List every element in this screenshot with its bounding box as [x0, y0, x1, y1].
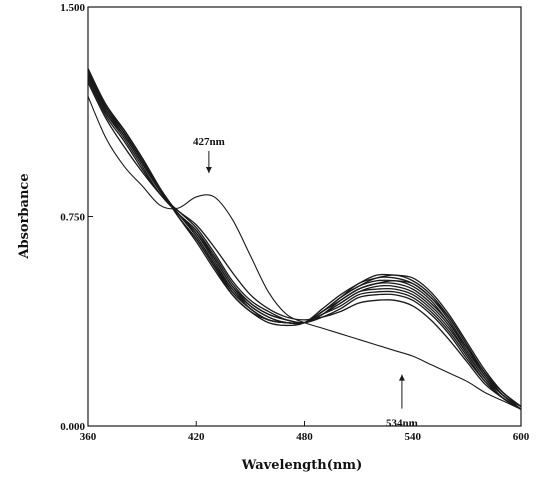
x-tick-label: 540	[405, 431, 422, 443]
y-tick-label: 1.500	[60, 2, 85, 14]
spectrum-line-7	[87, 73, 522, 410]
x-tick-label: 600	[513, 431, 530, 443]
annotation-label: 427nm	[193, 136, 225, 148]
plot-frame	[87, 6, 522, 427]
x-tick-label: 420	[188, 431, 205, 443]
annotation-arrow-head	[205, 166, 212, 173]
spectrum-line-1	[87, 96, 522, 410]
spectrum-line-8	[87, 73, 522, 408]
spectrum-line-5	[87, 76, 522, 410]
spectrum-line-6	[87, 73, 522, 410]
x-tick-label: 480	[296, 431, 313, 443]
spectrum-line-3	[87, 79, 522, 410]
spectrum-line-2	[87, 82, 522, 410]
x-tick-label: 360	[80, 431, 97, 443]
axis-ticks: 360 420 480 540 600 0.000 0.750 1.500	[60, 2, 530, 443]
y-tick-label: 0.000	[60, 421, 85, 433]
spectrum-line-9	[87, 70, 522, 408]
x-axis-title: Wavelength(nm)	[241, 458, 362, 473]
annotation-label: 534nm	[386, 418, 418, 430]
y-tick-label: 0.750	[60, 212, 85, 224]
annotation-arrow-head	[398, 374, 405, 381]
peak-annotations: 427nm 534nm	[193, 136, 418, 430]
y-axis-title: Absorbance	[17, 173, 32, 259]
spectra-curves	[87, 68, 522, 410]
spectrum-line-12	[87, 68, 522, 407]
spectrum-line-4	[87, 76, 522, 410]
spectrum-line-11	[87, 70, 522, 407]
spectrum-line-10	[87, 70, 522, 407]
